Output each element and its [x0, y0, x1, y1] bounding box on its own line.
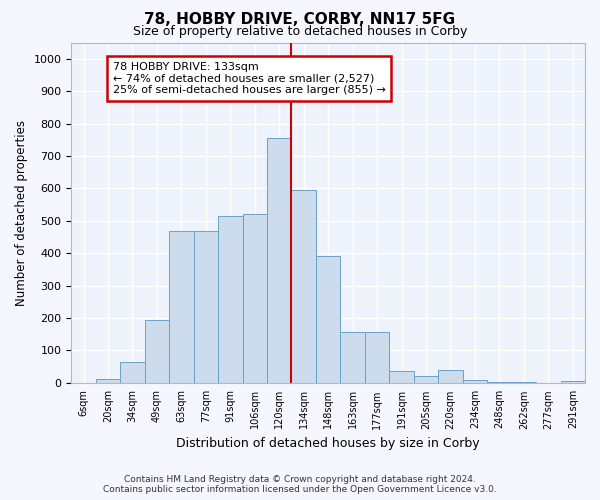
Bar: [267, 138, 292, 383]
Bar: [389, 370, 414, 383]
Bar: [292, 190, 316, 383]
Bar: [194, 230, 218, 383]
Text: 78, HOBBY DRIVE, CORBY, NN17 5FG: 78, HOBBY DRIVE, CORBY, NN17 5FG: [145, 12, 455, 28]
Text: Size of property relative to detached houses in Corby: Size of property relative to detached ho…: [133, 25, 467, 38]
Bar: [512, 382, 536, 383]
Bar: [96, 379, 120, 383]
Text: 78 HOBBY DRIVE: 133sqm
← 74% of detached houses are smaller (2,527)
25% of semi-: 78 HOBBY DRIVE: 133sqm ← 74% of detached…: [113, 62, 386, 95]
Y-axis label: Number of detached properties: Number of detached properties: [15, 120, 28, 306]
Bar: [169, 230, 194, 383]
Bar: [487, 382, 512, 383]
Bar: [438, 370, 463, 383]
Bar: [560, 380, 585, 383]
Bar: [414, 376, 438, 383]
Bar: [365, 332, 389, 383]
Bar: [463, 380, 487, 383]
Bar: [242, 214, 267, 383]
Text: Contains HM Land Registry data © Crown copyright and database right 2024.
Contai: Contains HM Land Registry data © Crown c…: [103, 474, 497, 494]
Bar: [340, 332, 365, 383]
Bar: [145, 320, 169, 383]
X-axis label: Distribution of detached houses by size in Corby: Distribution of detached houses by size …: [176, 437, 480, 450]
Bar: [218, 216, 242, 383]
Bar: [316, 256, 340, 383]
Bar: [120, 362, 145, 383]
